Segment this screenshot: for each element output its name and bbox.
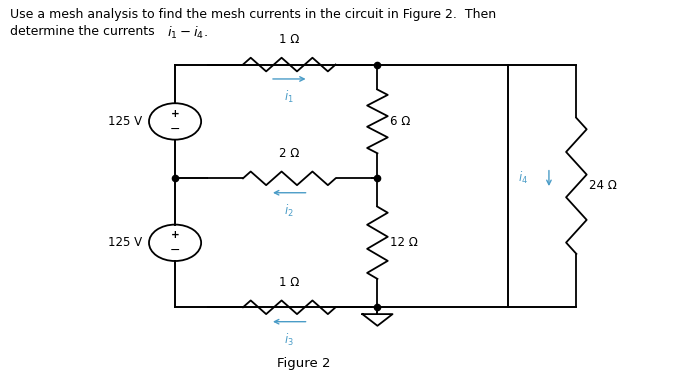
Text: 6 Ω: 6 Ω	[390, 115, 410, 128]
Text: 1 Ω: 1 Ω	[279, 276, 300, 289]
Text: 12 Ω: 12 Ω	[390, 236, 418, 249]
Text: 125 V: 125 V	[108, 115, 142, 128]
Text: −: −	[170, 123, 181, 135]
Text: 24 Ω: 24 Ω	[589, 180, 617, 192]
Text: $i_2$: $i_2$	[284, 203, 294, 219]
Text: 2 Ω: 2 Ω	[279, 147, 300, 160]
Text: $i_1$: $i_1$	[284, 89, 294, 105]
Text: Figure 2: Figure 2	[277, 357, 330, 370]
Text: +: +	[171, 230, 179, 240]
Text: Use a mesh analysis to find the mesh currents in the circuit in Figure 2.  Then: Use a mesh analysis to find the mesh cur…	[10, 8, 496, 21]
Text: +: +	[171, 109, 179, 119]
Text: determine the currents: determine the currents	[10, 25, 159, 38]
Text: 125 V: 125 V	[108, 236, 142, 249]
Text: $i_1-i_4$.: $i_1-i_4$.	[167, 25, 208, 41]
Text: −: −	[170, 244, 181, 257]
Text: $i_4$: $i_4$	[518, 170, 528, 187]
Text: $i_3$: $i_3$	[284, 332, 294, 348]
Text: 1 Ω: 1 Ω	[279, 33, 300, 46]
